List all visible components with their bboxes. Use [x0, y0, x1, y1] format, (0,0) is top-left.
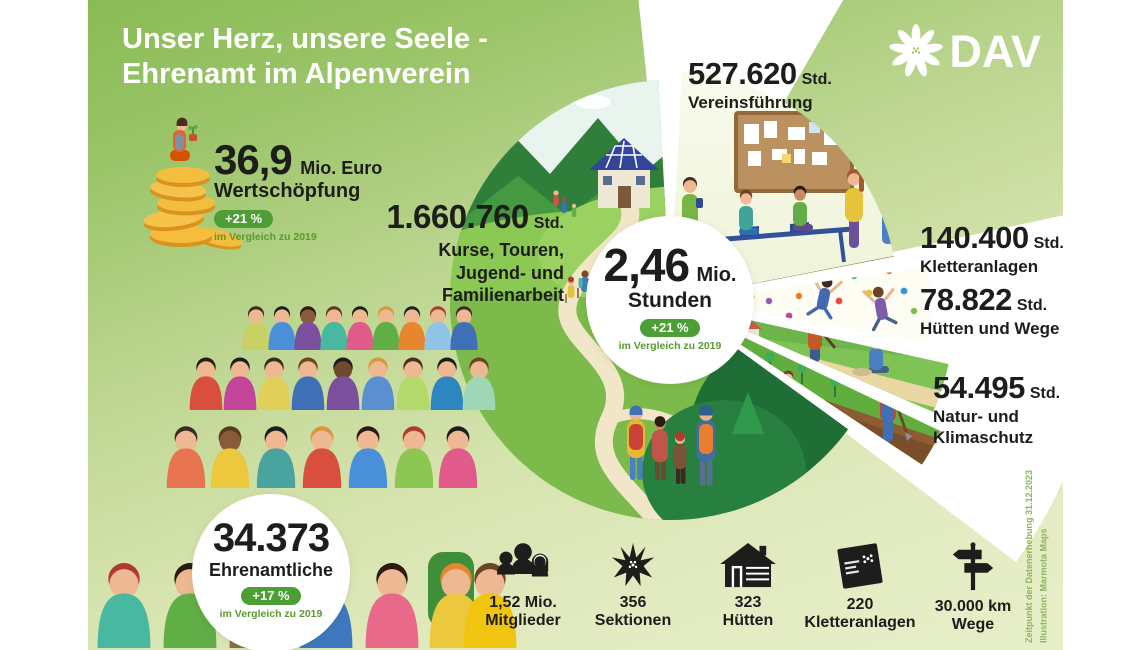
footer-stat-kletteranlagen: 220 Kletteranlagen: [785, 542, 935, 632]
total-hours-unit: Mio.: [696, 264, 737, 286]
planter-standing: [880, 381, 912, 442]
edelweiss-icon: [611, 542, 655, 587]
climber-2: [862, 286, 898, 332]
naturschutz-name-2: Klimaschutz: [933, 428, 1034, 448]
total-hours-number: 2,46: [603, 239, 691, 291]
total-hours-badge: +21 %: [640, 319, 700, 337]
hut-icon: [720, 542, 776, 588]
huetten-unit: Std.: [1016, 297, 1048, 314]
infographic-canvas: Unser Herz, unsere Seele - Ehrenamt im A…: [88, 0, 1063, 650]
page-title-line2: Ehrenamt im Alpenverein: [122, 58, 471, 91]
kletteranlagen-unit: Std.: [1033, 235, 1063, 252]
label-kletteranlagen: 140.400 Std. Kletteranlagen: [920, 220, 1063, 277]
planter-kneeling: [781, 370, 800, 405]
credits-line2: Illustration: Marmota Maps: [1038, 528, 1049, 643]
saplings: [769, 355, 836, 397]
wege-label: Wege: [951, 616, 995, 633]
vereinsfuehrung-name: Vereinsführung: [688, 93, 813, 112]
vereinsfuehrung-unit: Std.: [801, 71, 832, 88]
sapling-leaves: [765, 347, 840, 386]
signpost-icon: [952, 542, 994, 591]
pie-center-total: 2,46 Mio. Stunden +21 % im Vergleich zu …: [586, 216, 754, 384]
sektionen-value: 356: [619, 594, 647, 611]
kletteranlagen-value: 220: [846, 596, 874, 613]
kurse-hours: 1.660.760: [386, 198, 529, 235]
naturschutz-name-1: Natur- und: [933, 407, 1019, 426]
kletteranlagen-label: Kletteranlagen: [804, 614, 916, 631]
kurse-name-1: Kurse, Touren,: [438, 240, 564, 260]
naturschutz-hours: 54.495: [933, 370, 1025, 405]
dav-logo-text: DAV: [949, 25, 1041, 77]
vereinsfuehrung-hours: 527.620: [688, 56, 797, 91]
page-title-line1: Unser Herz, unsere Seele -: [122, 23, 488, 55]
edelweiss-icon: [889, 24, 943, 77]
mitglieder-label: Mitglieder: [485, 612, 561, 629]
mitglieder-value: 1,52 Mio.: [489, 594, 557, 611]
value-creation-stat: 36,9 Mio. Euro Wertschöpfung +21 % im Ve…: [214, 136, 444, 243]
total-hours-caption: im Vergleich zu 2019: [618, 340, 722, 352]
value-creation-caption: im Vergleich zu 2019: [214, 231, 317, 243]
label-vereinsfuehrung: 527.620 Std. Vereinsführung: [688, 56, 832, 113]
kletteranlagen-name: Kletteranlagen: [920, 257, 1039, 276]
volunteers-label: Ehrenamtliche: [208, 560, 334, 580]
footer-stat-mitglieder: 1,52 Mio. Mitglieder: [448, 542, 598, 630]
label-naturschutz: 54.495 Std. Natur- und Klimaschutz: [933, 370, 1060, 449]
trail-worker-2: [852, 335, 889, 376]
huetten-hours: 78.822: [920, 282, 1012, 317]
footer-stat-sektionen: 356 Sektionen: [558, 542, 708, 630]
label-kurse-touren: 1.660.760 Std. Kurse, Touren, Jugend- und…: [348, 198, 564, 307]
value-creation-badge: +21 %: [214, 210, 274, 228]
kurse-name-3: Familienarbeit: [441, 285, 564, 305]
climber-1: [806, 275, 843, 320]
trail-worker-1: [808, 314, 837, 362]
volunteers-caption: im Vergleich zu 2019: [219, 608, 323, 620]
volunteers-badge: +17 %: [241, 587, 301, 605]
members-icon: [496, 543, 549, 577]
credits-line1: Zeitpunkt der Datenerhebung 31.12.2023: [1024, 469, 1035, 643]
huetten-label: Hütten: [722, 612, 774, 629]
alpine-hut-illustration: [589, 138, 659, 208]
total-hours-label: Stunden: [628, 289, 712, 312]
footer-stat-huetten: 323 Hütten: [673, 542, 823, 630]
climbing-wall-icon: [837, 543, 883, 589]
volunteers-circle: 34.373 Ehrenamtliche +17 % im Vergleich …: [192, 494, 350, 650]
huetten-value: 323: [734, 594, 762, 611]
naturschutz-unit: Std.: [1029, 385, 1061, 402]
credits: Zeitpunkt der Datenerhebung 31.12.2023 I…: [1022, 438, 1051, 643]
value-creation-number: 36,9: [214, 136, 293, 183]
kurse-name-2: Jugend- und: [456, 262, 564, 283]
footer-stat-wege: 30.000 km Wege: [898, 542, 1048, 634]
sektionen-label: Sektionen: [594, 612, 672, 629]
dav-logo: DAV: [889, 24, 1041, 78]
volunteers-number: 34.373: [212, 516, 330, 560]
value-creation-label: Wertschöpfung: [214, 180, 361, 202]
huetten-name: Hütten und Wege: [920, 319, 1060, 338]
value-creation-unit: Mio. Euro: [300, 158, 383, 178]
kurse-unit: Std.: [533, 215, 564, 232]
page-title: Unser Herz, unsere Seele - Ehrenamt im A…: [122, 22, 562, 93]
kletteranlagen-hours: 140.400: [920, 220, 1029, 255]
wege-value: 30.000 km: [934, 598, 1012, 615]
planting-person: [170, 117, 198, 161]
label-huetten-wege: 78.822 Std. Hütten und Wege: [920, 282, 1059, 339]
hiker-group: [627, 405, 716, 486]
